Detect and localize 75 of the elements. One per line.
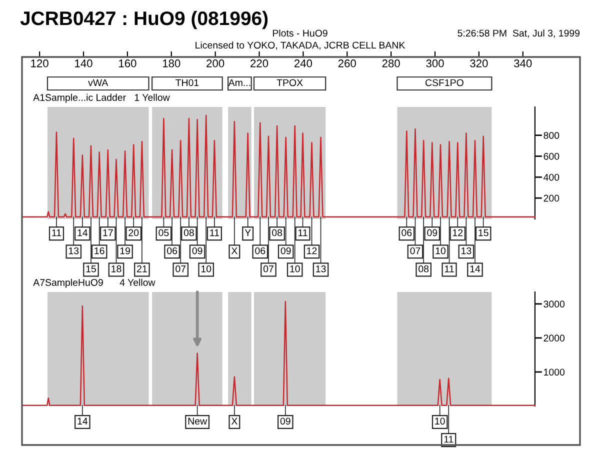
annotation: 11: [298, 229, 308, 236]
y-tick-label: 3000: [544, 300, 565, 308]
annotation: 10: [435, 418, 445, 425]
annotation: 11: [52, 229, 62, 236]
annotation: 06: [167, 247, 178, 254]
x-tick-label: 200: [206, 59, 224, 68]
chart-subtitle: A7SampleHuO9 4 Yellow: [33, 278, 156, 288]
y-tick-label: 400: [544, 174, 560, 181]
y-tick-label: 2000: [544, 334, 565, 342]
chart-title: JCRB0427 : HuO9 (081996): [20, 10, 268, 30]
annotation: 17: [103, 229, 113, 236]
annotation: 07: [410, 247, 420, 254]
annotation: 13: [462, 247, 472, 254]
annotation: 10: [436, 247, 446, 254]
annotation: 14: [78, 418, 88, 424]
annotation: 09: [427, 229, 438, 236]
annotation: 14: [470, 266, 480, 272]
x-tick-label: 300: [426, 59, 444, 68]
text: 5:26:58 PM Sat, Jul 3, 1999: [458, 29, 580, 38]
band-label: vWA: [88, 79, 108, 86]
annotation: 10: [290, 265, 300, 272]
annotation: 21: [137, 265, 147, 272]
annotation: X: [231, 418, 238, 424]
x-tick-label: 140: [75, 59, 92, 68]
annotation: 06: [402, 229, 412, 236]
annotation: 18: [112, 265, 122, 272]
annotation: 11: [444, 266, 454, 272]
annotation: 10: [201, 265, 212, 272]
annotation: 08: [418, 265, 429, 272]
y-tick-label: 600: [544, 152, 560, 160]
chart-subtitle: A1Sample...ic Ladder 1 Yellow: [33, 94, 170, 103]
x-tick-label: 120: [31, 59, 48, 68]
line-series: [22, 300, 536, 406]
annotation: 20: [128, 229, 139, 236]
x-tick-label: 220: [250, 59, 268, 68]
annotation: 12: [307, 247, 317, 254]
annotation: 06: [255, 247, 266, 254]
x-tick-label: 340: [514, 59, 532, 68]
x-tick-label: 180: [162, 59, 180, 68]
annotation: 15: [86, 266, 96, 272]
band-label: Am...: [228, 79, 250, 86]
x-tick-label: 260: [338, 59, 356, 68]
x-tick-label: 280: [382, 59, 400, 68]
y-tick-label: 200: [544, 194, 560, 202]
annotation: 08: [184, 229, 194, 236]
annotation: 07: [263, 265, 274, 272]
annotation: 12: [452, 229, 463, 236]
y-tick-label: 1000: [544, 368, 565, 376]
x-tick-label: 240: [294, 59, 312, 68]
band-label: TH01: [176, 79, 199, 86]
annotation: 13: [68, 247, 79, 254]
annotation: 15: [478, 229, 488, 236]
annotation: 05: [158, 229, 169, 236]
x-tick-label: 160: [119, 59, 136, 68]
annotation: 11: [210, 229, 220, 236]
annotation: X: [231, 247, 238, 254]
band-label: CSF1PO: [426, 79, 464, 86]
x-tick-label: 320: [470, 59, 488, 68]
text: Licensed to YOKO, TAKADA, JCRB CELL BANK: [196, 41, 406, 50]
annotation: 09: [280, 418, 290, 425]
line-series: [22, 114, 536, 218]
annotation: 09: [280, 247, 291, 254]
text: Plots - HuO9: [272, 29, 328, 37]
annotation: 09: [192, 247, 202, 254]
band-label: TPOX: [276, 79, 303, 86]
annotation: 11: [444, 436, 454, 443]
annotation: New: [188, 418, 208, 425]
annotation: 14: [78, 229, 88, 236]
annotation: 08: [272, 229, 282, 236]
y-tick-label: 800: [544, 132, 560, 139]
annotation: 07: [176, 265, 186, 272]
annotation: 13: [316, 265, 326, 272]
annotation: 19: [120, 247, 130, 254]
annotation: Y: [244, 229, 251, 236]
annotation: 16: [94, 247, 104, 254]
